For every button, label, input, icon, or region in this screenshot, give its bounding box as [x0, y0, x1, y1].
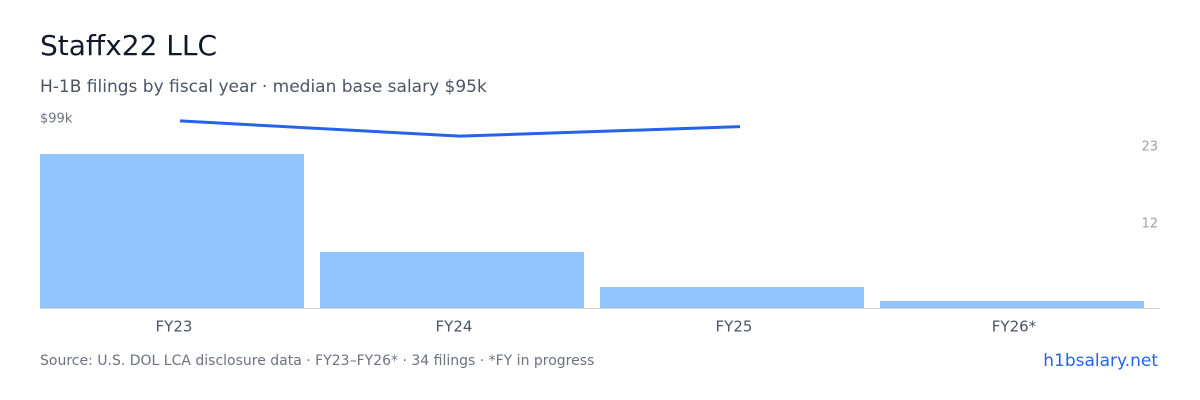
x-tick-label: FY23 [156, 318, 193, 336]
chart-subtitle: H-1B filings by fiscal year · median bas… [40, 77, 487, 97]
y2-tick-label: 23 [1141, 140, 1158, 155]
x-tick-label: FY25 [716, 318, 753, 336]
chart-title: Staffx22 LLC [40, 29, 217, 62]
y2-tick-label: 12 [1141, 217, 1158, 232]
site-link[interactable]: h1bsalary.net [1043, 351, 1158, 371]
y-tick-label: $99k [40, 112, 73, 127]
salary-line [179, 119, 741, 138]
source-note: Source: U.S. DOL LCA disclosure data · F… [40, 353, 594, 369]
bar [880, 301, 1144, 308]
bar [320, 252, 584, 308]
bar [600, 287, 864, 308]
bar [40, 154, 304, 308]
x-tick-label: FY24 [436, 318, 473, 336]
x-tick-label: FY26* [992, 318, 1037, 336]
